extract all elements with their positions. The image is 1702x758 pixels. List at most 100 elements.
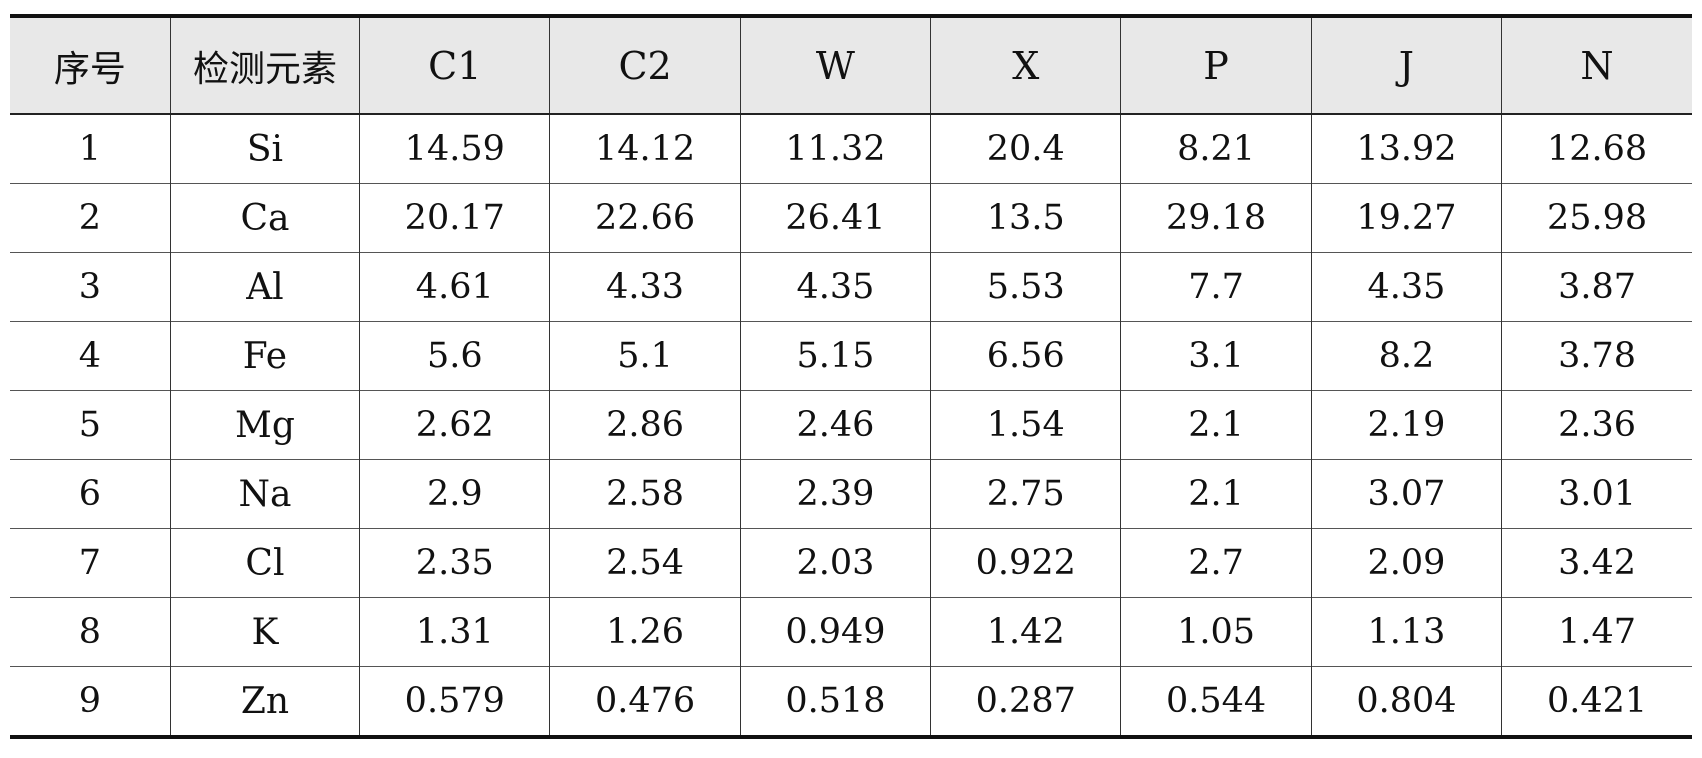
table-cell-c2: 4.33	[549, 252, 741, 322]
table-cell-c1: 5.6	[359, 321, 550, 391]
table-cell-index: 6	[10, 459, 171, 529]
table-cell-c1: 2.35	[359, 528, 550, 598]
table-row: 2 Ca 20.17 22.66 26.41 13.5 29.18 19.27 25.98	[10, 183, 1692, 253]
table-cell-p: 0.544	[1120, 666, 1312, 739]
table-row: 3 Al 4.61 4.33 4.35 5.53 7.7 4.35 3.87	[10, 252, 1692, 322]
table-cell-c1: 1.31	[359, 597, 550, 667]
table-cell-element: Cl	[169, 528, 360, 598]
table-cell-c1: 2.62	[359, 390, 550, 460]
table-row: 4 Fe 5.6 5.1 5.15 6.56 3.1 8.2 3.78	[10, 321, 1692, 391]
table-cell-c2: 1.26	[549, 597, 741, 667]
table-cell-c2: 5.1	[549, 321, 741, 391]
table-cell-index: 1	[10, 113, 171, 184]
table-cell-p: 7.7	[1120, 252, 1312, 322]
table-cell-p: 1.05	[1120, 597, 1312, 667]
table-cell-index: 5	[10, 390, 171, 460]
table-cell-j: 2.19	[1310, 390, 1502, 460]
table-row: 7 Cl 2.35 2.54 2.03 0.922 2.7 2.09 3.42	[10, 528, 1692, 598]
table-cell-x: 1.54	[930, 390, 1121, 460]
table-cell-n: 3.87	[1501, 252, 1692, 322]
table-cell-w: 0.518	[739, 666, 931, 739]
table-cell-c1: 14.59	[359, 113, 550, 184]
table-cell-element: K	[169, 597, 360, 667]
table-cell-c2: 14.12	[549, 113, 741, 184]
table-cell-p: 29.18	[1120, 183, 1312, 253]
table-cell-p: 8.21	[1120, 113, 1312, 184]
table-row: 6 Na 2.9 2.58 2.39 2.75 2.1 3.07 3.01	[10, 459, 1692, 529]
header-cell-n: N	[1501, 14, 1692, 115]
table-cell-index: 4	[10, 321, 171, 391]
table-cell-index: 9	[10, 666, 171, 739]
header-cell-c1: C1	[359, 14, 550, 115]
table-cell-w: 2.39	[739, 459, 931, 529]
table-cell-j: 1.13	[1310, 597, 1502, 667]
table-cell-n: 3.01	[1501, 459, 1692, 529]
header-cell-index: 序号	[10, 14, 171, 115]
table-cell-j: 8.2	[1310, 321, 1502, 391]
table-cell-w: 0.949	[739, 597, 931, 667]
table-body: 1 Si 14.59 14.12 11.32 20.4 8.21 13.92 12.68 2 Ca 2…	[10, 113, 1692, 739]
table-header: 序号 检测元素 C1 C2 W X P J N	[10, 14, 1692, 115]
table-cell-element: Mg	[169, 390, 360, 460]
header-row: 序号 检测元素 C1 C2 W X P J N	[10, 14, 1692, 115]
table-row: 1 Si 14.59 14.12 11.32 20.4 8.21 13.92 12.68	[10, 113, 1692, 184]
table-cell-n: 0.421	[1501, 666, 1692, 739]
table-cell-j: 2.09	[1310, 528, 1502, 598]
table-cell-x: 2.75	[930, 459, 1121, 529]
table-cell-x: 6.56	[930, 321, 1121, 391]
table-cell-index: 2	[10, 183, 171, 253]
table-cell-w: 11.32	[739, 113, 931, 184]
table-cell-element: Zn	[169, 666, 360, 739]
table-cell-x: 13.5	[930, 183, 1121, 253]
table-cell-p: 2.7	[1120, 528, 1312, 598]
table-row: 9 Zn 0.579 0.476 0.518 0.287 0.544 0.804 0.421	[10, 666, 1692, 739]
table-row: 5 Mg 2.62 2.86 2.46 1.54 2.1 2.19 2.36	[10, 390, 1692, 460]
header-cell-w: W	[739, 14, 931, 115]
table-cell-w: 5.15	[739, 321, 931, 391]
table-cell-p: 2.1	[1120, 390, 1312, 460]
table-cell-n: 2.36	[1501, 390, 1692, 460]
table-cell-c2: 0.476	[549, 666, 741, 739]
table-cell-index: 7	[10, 528, 171, 598]
table-cell-c1: 2.9	[359, 459, 550, 529]
table-cell-j: 4.35	[1310, 252, 1502, 322]
table-cell-n: 25.98	[1501, 183, 1692, 253]
element-table-container: 序号 检测元素 C1 C2 W X P J N 1 Si 14.59 14.12 11.…	[10, 14, 1692, 739]
table-cell-j: 0.804	[1310, 666, 1502, 739]
table-cell-element: Na	[169, 459, 360, 529]
table-cell-n: 3.78	[1501, 321, 1692, 391]
table-cell-n: 12.68	[1501, 113, 1692, 184]
table-cell-j: 13.92	[1310, 113, 1502, 184]
table-cell-w: 4.35	[739, 252, 931, 322]
table-cell-x: 5.53	[930, 252, 1121, 322]
table-cell-element: Al	[169, 252, 360, 322]
table-cell-element: Si	[169, 113, 360, 184]
header-cell-j: J	[1310, 14, 1502, 115]
table-cell-j: 19.27	[1310, 183, 1502, 253]
table-cell-x: 0.287	[930, 666, 1121, 739]
table-cell-c1: 4.61	[359, 252, 550, 322]
table-cell-c1: 0.579	[359, 666, 550, 739]
table-cell-p: 3.1	[1120, 321, 1312, 391]
table-row: 8 K 1.31 1.26 0.949 1.42 1.05 1.13 1.47	[10, 597, 1692, 667]
table-cell-element: Ca	[169, 183, 360, 253]
table-cell-j: 3.07	[1310, 459, 1502, 529]
table-cell-x: 20.4	[930, 113, 1121, 184]
table-cell-w: 2.03	[739, 528, 931, 598]
table-cell-index: 8	[10, 597, 171, 667]
element-content-table: 序号 检测元素 C1 C2 W X P J N 1 Si 14.59 14.12 11.…	[10, 14, 1692, 739]
table-cell-element: Fe	[169, 321, 360, 391]
table-cell-c2: 22.66	[549, 183, 741, 253]
table-cell-c2: 2.86	[549, 390, 741, 460]
table-cell-index: 3	[10, 252, 171, 322]
table-cell-p: 2.1	[1120, 459, 1312, 529]
header-cell-c2: C2	[549, 14, 741, 115]
table-cell-c2: 2.54	[549, 528, 741, 598]
table-cell-w: 26.41	[739, 183, 931, 253]
table-cell-w: 2.46	[739, 390, 931, 460]
table-cell-n: 3.42	[1501, 528, 1692, 598]
table-cell-c1: 20.17	[359, 183, 550, 253]
table-cell-x: 1.42	[930, 597, 1121, 667]
header-cell-x: X	[930, 14, 1121, 115]
header-cell-element: 检测元素	[169, 14, 360, 115]
